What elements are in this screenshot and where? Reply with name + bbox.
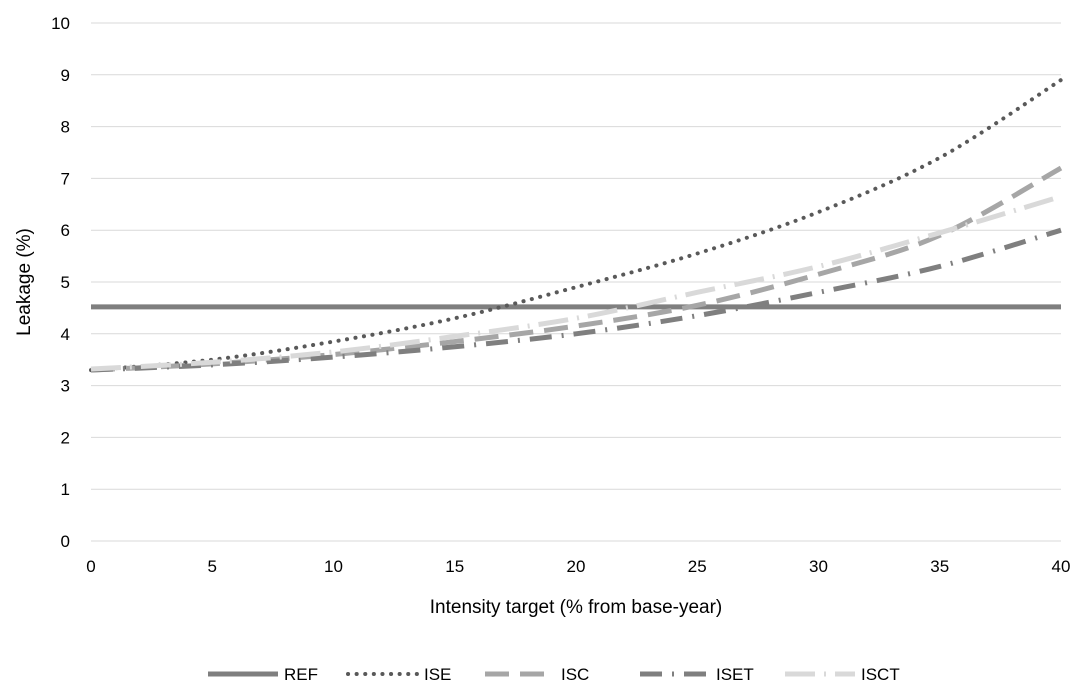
y-tick-labels: 0 1 2 3 4 5 6 7 8 9 10 bbox=[51, 14, 70, 551]
x-tick-label: 30 bbox=[809, 557, 828, 576]
x-tick-label: 35 bbox=[930, 557, 949, 576]
series-line-isct bbox=[90, 194, 1062, 372]
legend-label-ise: ISE bbox=[424, 665, 451, 684]
legend: REF ISE ISC ISET ISCT bbox=[208, 665, 900, 684]
y-tick-label: 3 bbox=[61, 377, 70, 396]
y-tick-label: 10 bbox=[51, 14, 70, 33]
x-tick-label: 0 bbox=[86, 557, 95, 576]
series-line-iset bbox=[90, 227, 1062, 373]
y-tick-label: 5 bbox=[61, 273, 70, 292]
y-tick-label: 0 bbox=[61, 532, 70, 551]
x-tick-label: 15 bbox=[445, 557, 464, 576]
series-lines bbox=[89, 77, 1063, 373]
y-axis-title: Leakage (%) bbox=[14, 228, 35, 336]
y-tick-label: 2 bbox=[61, 428, 70, 447]
x-tick-label: 10 bbox=[324, 557, 343, 576]
legend-label-isct: ISCT bbox=[861, 665, 900, 684]
y-tick-label: 8 bbox=[61, 118, 70, 137]
y-tick-label: 7 bbox=[61, 169, 70, 188]
y-tick-label: 6 bbox=[61, 221, 70, 240]
x-tick-label: 40 bbox=[1052, 557, 1071, 576]
legend-label-ref: REF bbox=[284, 665, 318, 684]
legend-label-iset: ISET bbox=[716, 665, 754, 684]
legend-label-isc: ISC bbox=[561, 665, 589, 684]
x-tick-labels: 0 5 10 15 20 25 30 35 40 bbox=[86, 557, 1070, 576]
x-tick-label: 25 bbox=[688, 557, 707, 576]
series-line-isc bbox=[90, 165, 1063, 373]
x-axis-title: Intensity target (% from base-year) bbox=[430, 597, 723, 618]
y-tick-label: 9 bbox=[61, 66, 70, 85]
gridlines bbox=[91, 22, 1061, 542]
series-line-ise bbox=[89, 77, 1063, 373]
y-tick-label: 1 bbox=[61, 480, 70, 499]
y-tick-label: 4 bbox=[61, 325, 70, 344]
x-tick-label: 20 bbox=[567, 557, 586, 576]
x-tick-label: 5 bbox=[208, 557, 217, 576]
